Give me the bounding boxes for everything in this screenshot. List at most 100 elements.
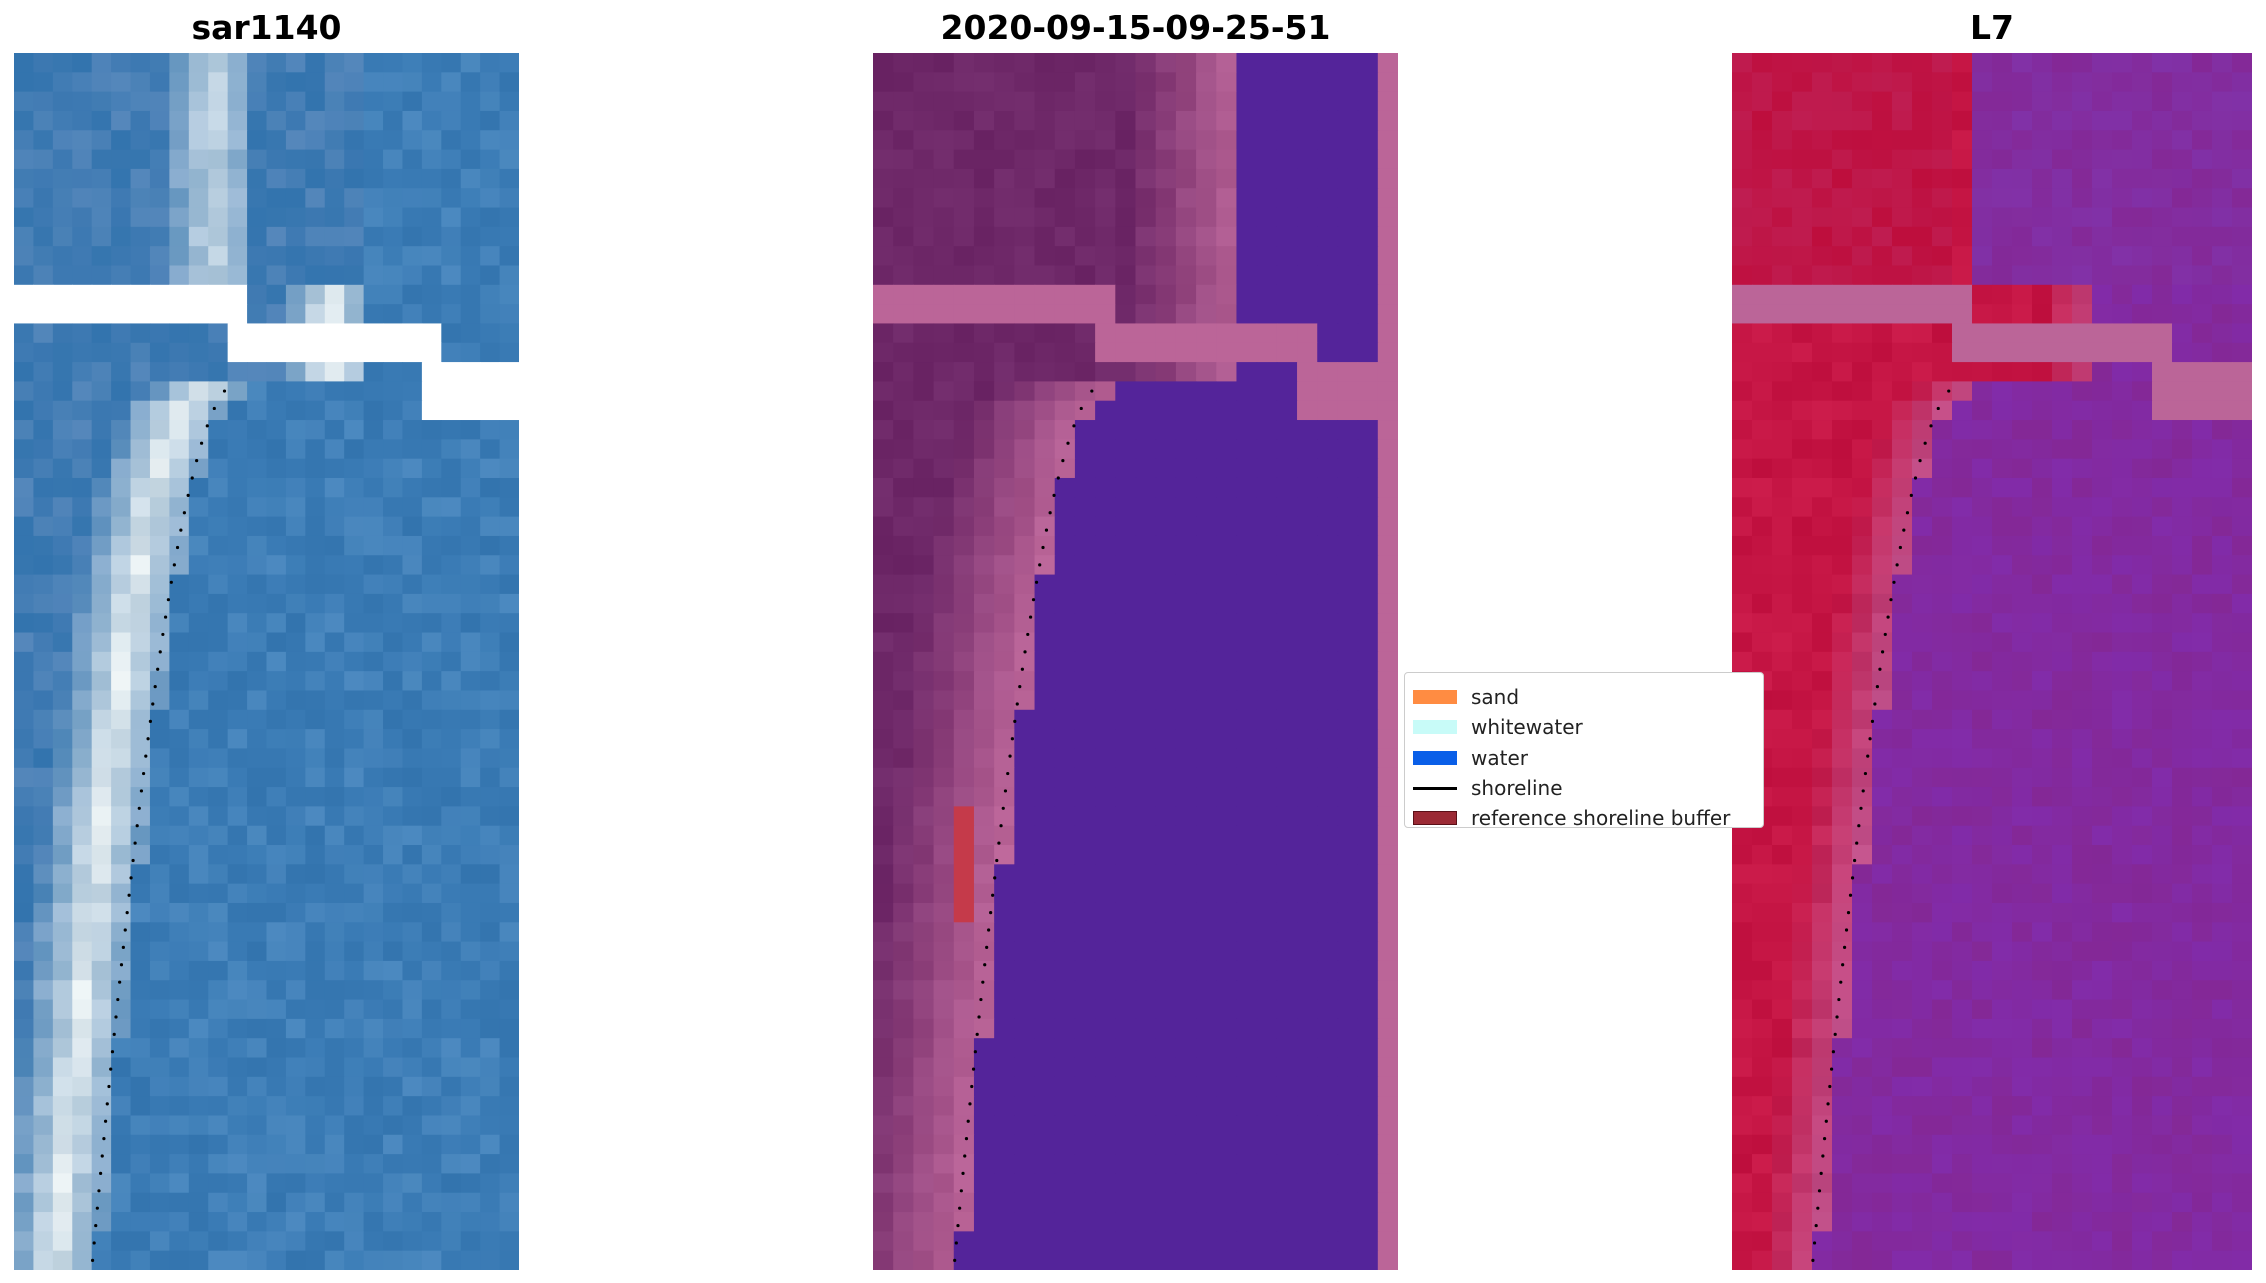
image-pixel [953,246,975,267]
image-pixel [421,1192,442,1213]
image-pixel [1377,922,1398,943]
image-pixel [480,516,501,537]
image-pixel [973,729,995,750]
image-pixel [72,1173,93,1194]
image-pixel [973,265,995,286]
image-pixel [1812,188,1833,209]
image-pixel [1752,1231,1773,1252]
image-pixel [1812,420,1833,440]
image-pixel [402,787,423,807]
image-pixel [1932,941,1953,962]
image-pixel [994,729,1015,750]
image-pixel [893,53,914,73]
image-pixel [72,825,93,846]
image-pixel [933,168,955,189]
image-pixel [1932,709,1953,730]
image-pixel [344,53,365,73]
image-pixel [1095,902,1116,923]
image-pixel [1276,1154,1298,1175]
image-pixel [873,613,894,634]
image-pixel [460,110,481,131]
image-pixel [1932,1173,1953,1194]
image-pixel [1014,130,1036,151]
image-pixel [2092,477,2113,498]
shoreline-point [190,476,194,480]
image-pixel [460,149,481,170]
image-pixel [324,1250,345,1270]
image-pixel [247,110,268,131]
image-pixel [1992,671,2013,692]
image-pixel [149,1134,170,1155]
image-pixel [2232,516,2252,537]
image-pixel [1772,110,1793,131]
image-pixel [2232,729,2252,750]
image-pixel [1337,671,1359,692]
image-pixel [2052,420,2073,440]
image-pixel [1216,1250,1238,1270]
image-pixel [1014,671,1036,692]
image-pixel [2232,130,2252,151]
image-pixel [2172,941,2193,962]
image-pixel [1095,593,1116,614]
image-pixel [1912,632,1933,653]
image-pixel [1276,439,1298,460]
image-pixel [2212,91,2233,112]
image-pixel [1155,1231,1177,1252]
image-pixel [2152,458,2173,479]
image-pixel [402,130,423,151]
image-pixel [1256,420,1278,440]
image-pixel [344,1018,365,1039]
image-pixel [1932,1231,1953,1252]
image-pixel [2212,304,2233,325]
image-pixel [2152,1154,2173,1175]
image-pixel [1074,458,1096,479]
image-pixel [130,497,151,518]
image-pixel [1317,1115,1339,1136]
image-pixel [1992,91,2013,112]
shoreline-point [163,615,168,619]
image-pixel [149,323,170,344]
image-pixel [1236,902,1258,923]
shoreline-point [954,1241,958,1245]
image-pixel [2012,748,2033,769]
image-pixel [1792,91,1813,112]
image-pixel [169,767,190,788]
image-pixel [1852,149,1873,170]
image-pixel [1832,1096,1853,1117]
image-pixel [130,632,151,653]
image-pixel [188,226,209,247]
image-pixel [149,497,170,518]
image-pixel [2132,960,2153,981]
image-pixel [1972,1018,1993,1039]
image-pixel [2072,922,2093,943]
image-pixel [14,400,35,421]
image-pixel [1772,748,1793,769]
image-pixel [2072,574,2093,595]
image-pixel [460,72,481,93]
image-pixel [1952,1231,1973,1252]
image-pixel [1832,420,1853,440]
image-pixel [266,1173,287,1194]
image-pixel [933,1115,955,1136]
image-pixel [1932,110,1953,131]
image-pixel [1972,941,1993,962]
image-pixel [913,960,935,981]
image-pixel [2072,613,2093,634]
image-pixel [1812,651,1833,672]
image-pixel [1216,1057,1238,1078]
image-pixel [1812,1096,1833,1117]
image-pixel [1337,729,1359,750]
image-pixel [1317,709,1339,730]
image-pixel [1256,980,1278,1001]
image-pixel [2012,960,2033,981]
image-pixel [1992,1018,2013,1039]
image-pixel [2092,825,2113,846]
image-pixel [1377,420,1398,440]
image-pixel [1832,535,1853,556]
image-pixel [91,1115,112,1136]
image-pixel [1337,420,1359,440]
image-pixel [402,400,423,421]
image-pixel [1276,477,1298,498]
image-pixel [2152,922,2173,943]
image-pixel [324,246,345,267]
